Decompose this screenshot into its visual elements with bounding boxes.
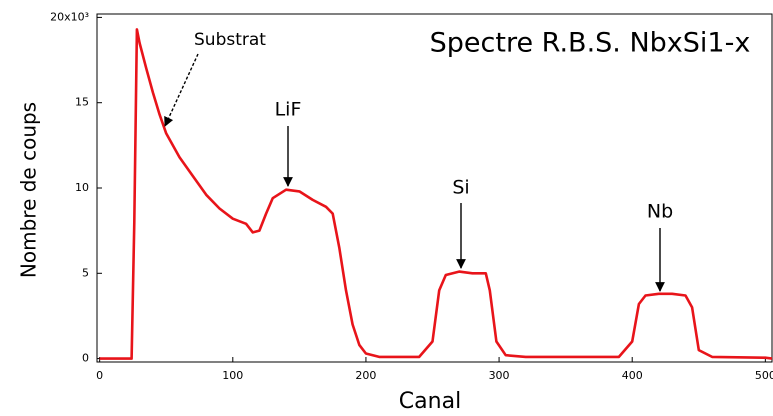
plot-frame [96, 13, 773, 363]
annotation: Si [452, 177, 469, 199]
annotation: Substrat [194, 30, 266, 50]
x-tick-label: 200 [355, 369, 376, 382]
y-tick-label: 15 [75, 96, 89, 109]
x-axis-label: Canal [399, 389, 461, 414]
chart-title: Spectre R.B.S. NbxSi1-x [430, 28, 751, 59]
spectrum-line [99, 28, 773, 360]
x-tick-label: 500 [755, 369, 773, 382]
x-tick-label: 400 [622, 369, 643, 382]
y-tick-label: 5 [82, 266, 89, 279]
y-tick-label: 10 [75, 181, 89, 194]
y-axis-label: Nombre de coups [17, 102, 41, 278]
x-tick-label: 300 [489, 369, 510, 382]
y-tick-label: 0 [82, 352, 89, 365]
annotation-arrow [164, 53, 199, 127]
y-tick-label: 20x10³ [50, 10, 89, 23]
annotation: Nb [647, 201, 673, 223]
annotation: LiF [275, 99, 302, 121]
x-tick-label: 0 [96, 369, 103, 382]
x-tick-label: 100 [222, 369, 243, 382]
